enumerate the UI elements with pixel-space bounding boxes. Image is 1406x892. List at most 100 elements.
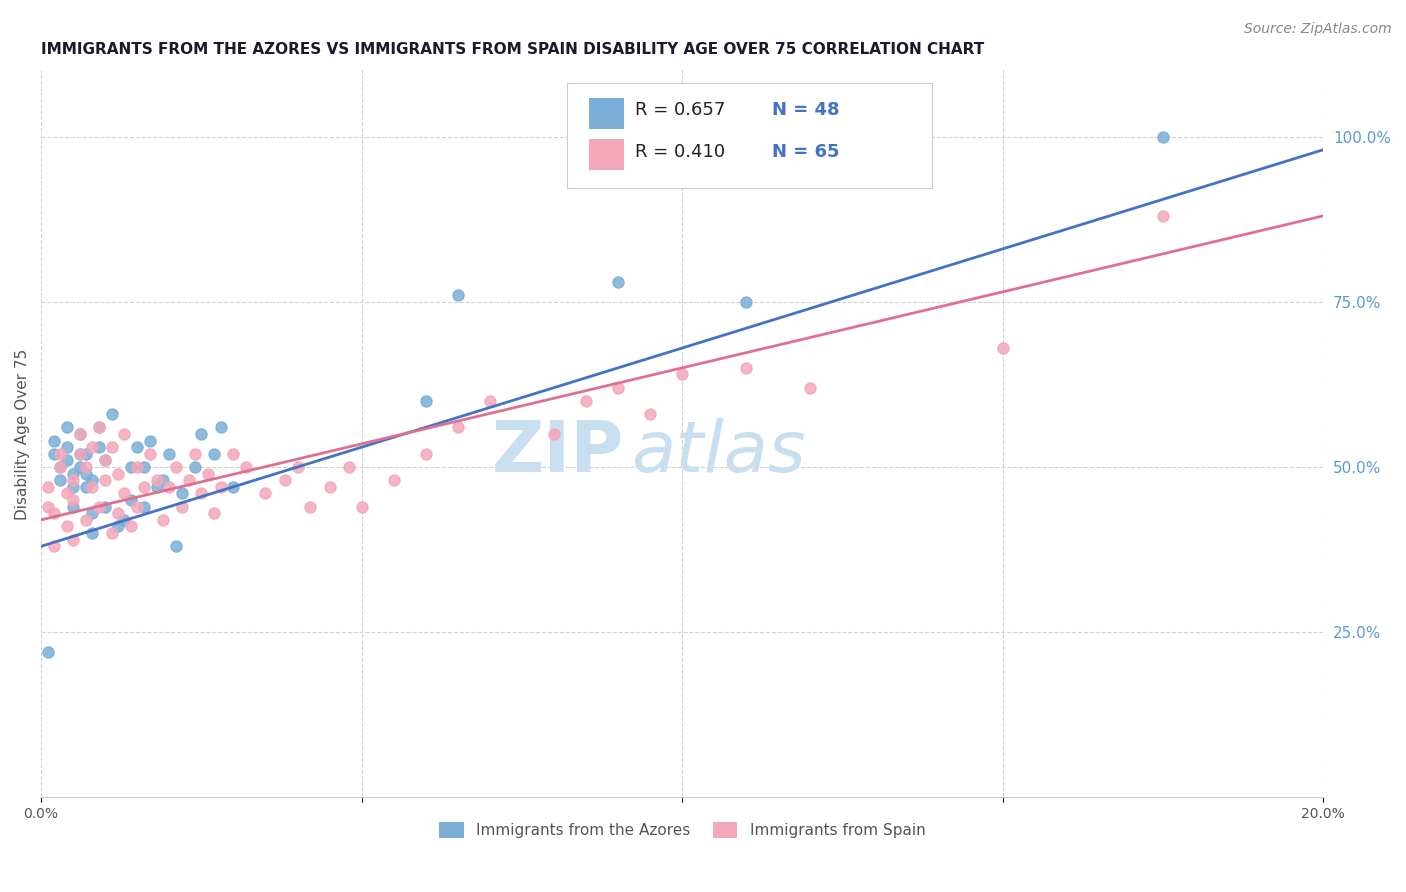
Point	[94, 453, 117, 467]
Point	[145, 473, 167, 487]
Point	[235, 460, 257, 475]
Point	[172, 500, 194, 514]
Text: N = 65: N = 65	[772, 143, 839, 161]
Point	[75, 513, 97, 527]
Point	[42, 539, 65, 553]
Point	[575, 393, 598, 408]
Point	[132, 480, 155, 494]
Point	[152, 473, 174, 487]
Point	[299, 500, 322, 514]
Text: R = 0.410: R = 0.410	[634, 143, 725, 161]
Point	[75, 480, 97, 494]
Point	[69, 447, 91, 461]
Point	[120, 493, 142, 508]
Text: R = 0.657: R = 0.657	[634, 102, 725, 120]
Point	[49, 447, 72, 461]
Point	[184, 460, 207, 475]
Point	[157, 480, 180, 494]
Point	[543, 426, 565, 441]
Point	[799, 381, 821, 395]
Point	[62, 493, 84, 508]
Point	[254, 486, 277, 500]
Point	[190, 426, 212, 441]
Point	[37, 645, 59, 659]
Point	[607, 381, 630, 395]
Point	[127, 460, 149, 475]
Point	[75, 447, 97, 461]
Point	[49, 473, 72, 487]
Point	[55, 486, 77, 500]
Point	[415, 393, 437, 408]
Point	[42, 447, 65, 461]
Point	[415, 447, 437, 461]
Point	[69, 426, 91, 441]
Point	[671, 368, 693, 382]
Point	[114, 513, 136, 527]
Point	[287, 460, 309, 475]
Point	[274, 473, 297, 487]
Point	[1152, 129, 1174, 144]
Point	[37, 480, 59, 494]
Point	[132, 460, 155, 475]
Point	[222, 447, 245, 461]
Legend: Immigrants from the Azores, Immigrants from Spain: Immigrants from the Azores, Immigrants f…	[433, 816, 931, 845]
Point	[478, 393, 501, 408]
Y-axis label: Disability Age Over 75: Disability Age Over 75	[15, 348, 30, 519]
Point	[94, 453, 117, 467]
Point	[94, 473, 117, 487]
FancyBboxPatch shape	[567, 83, 932, 188]
Point	[49, 460, 72, 475]
Point	[82, 440, 104, 454]
Point	[114, 486, 136, 500]
Point	[42, 506, 65, 520]
Point	[107, 467, 129, 481]
Point	[82, 506, 104, 520]
Point	[197, 467, 219, 481]
Text: IMMIGRANTS FROM THE AZORES VS IMMIGRANTS FROM SPAIN DISABILITY AGE OVER 75 CORRE: IMMIGRANTS FROM THE AZORES VS IMMIGRANTS…	[41, 42, 984, 57]
Point	[190, 486, 212, 500]
Point	[172, 486, 194, 500]
Point	[202, 447, 225, 461]
Point	[62, 467, 84, 481]
Point	[120, 460, 142, 475]
Point	[127, 500, 149, 514]
Point	[100, 407, 122, 421]
Point	[87, 420, 110, 434]
Point	[107, 519, 129, 533]
Point	[87, 440, 110, 454]
Point	[87, 500, 110, 514]
Point	[82, 526, 104, 541]
Point	[222, 480, 245, 494]
Bar	[589, 98, 624, 128]
Point	[607, 275, 630, 289]
Point	[735, 294, 758, 309]
Point	[94, 500, 117, 514]
Point	[145, 480, 167, 494]
Bar	[589, 139, 624, 170]
Point	[991, 341, 1014, 355]
Point	[62, 500, 84, 514]
Point	[37, 500, 59, 514]
Point	[75, 467, 97, 481]
Point	[75, 460, 97, 475]
Point	[184, 447, 207, 461]
Point	[114, 426, 136, 441]
Point	[100, 526, 122, 541]
Point	[107, 506, 129, 520]
Point	[139, 434, 162, 448]
Point	[202, 506, 225, 520]
Point	[69, 460, 91, 475]
Point	[382, 473, 405, 487]
Point	[82, 473, 104, 487]
Text: atlas: atlas	[631, 417, 806, 487]
Text: ZIP: ZIP	[492, 417, 624, 487]
Point	[165, 460, 187, 475]
Point	[152, 513, 174, 527]
Point	[318, 480, 340, 494]
Point	[139, 447, 162, 461]
Point	[62, 480, 84, 494]
Point	[127, 440, 149, 454]
Point	[55, 440, 77, 454]
Point	[1152, 209, 1174, 223]
Point	[49, 460, 72, 475]
